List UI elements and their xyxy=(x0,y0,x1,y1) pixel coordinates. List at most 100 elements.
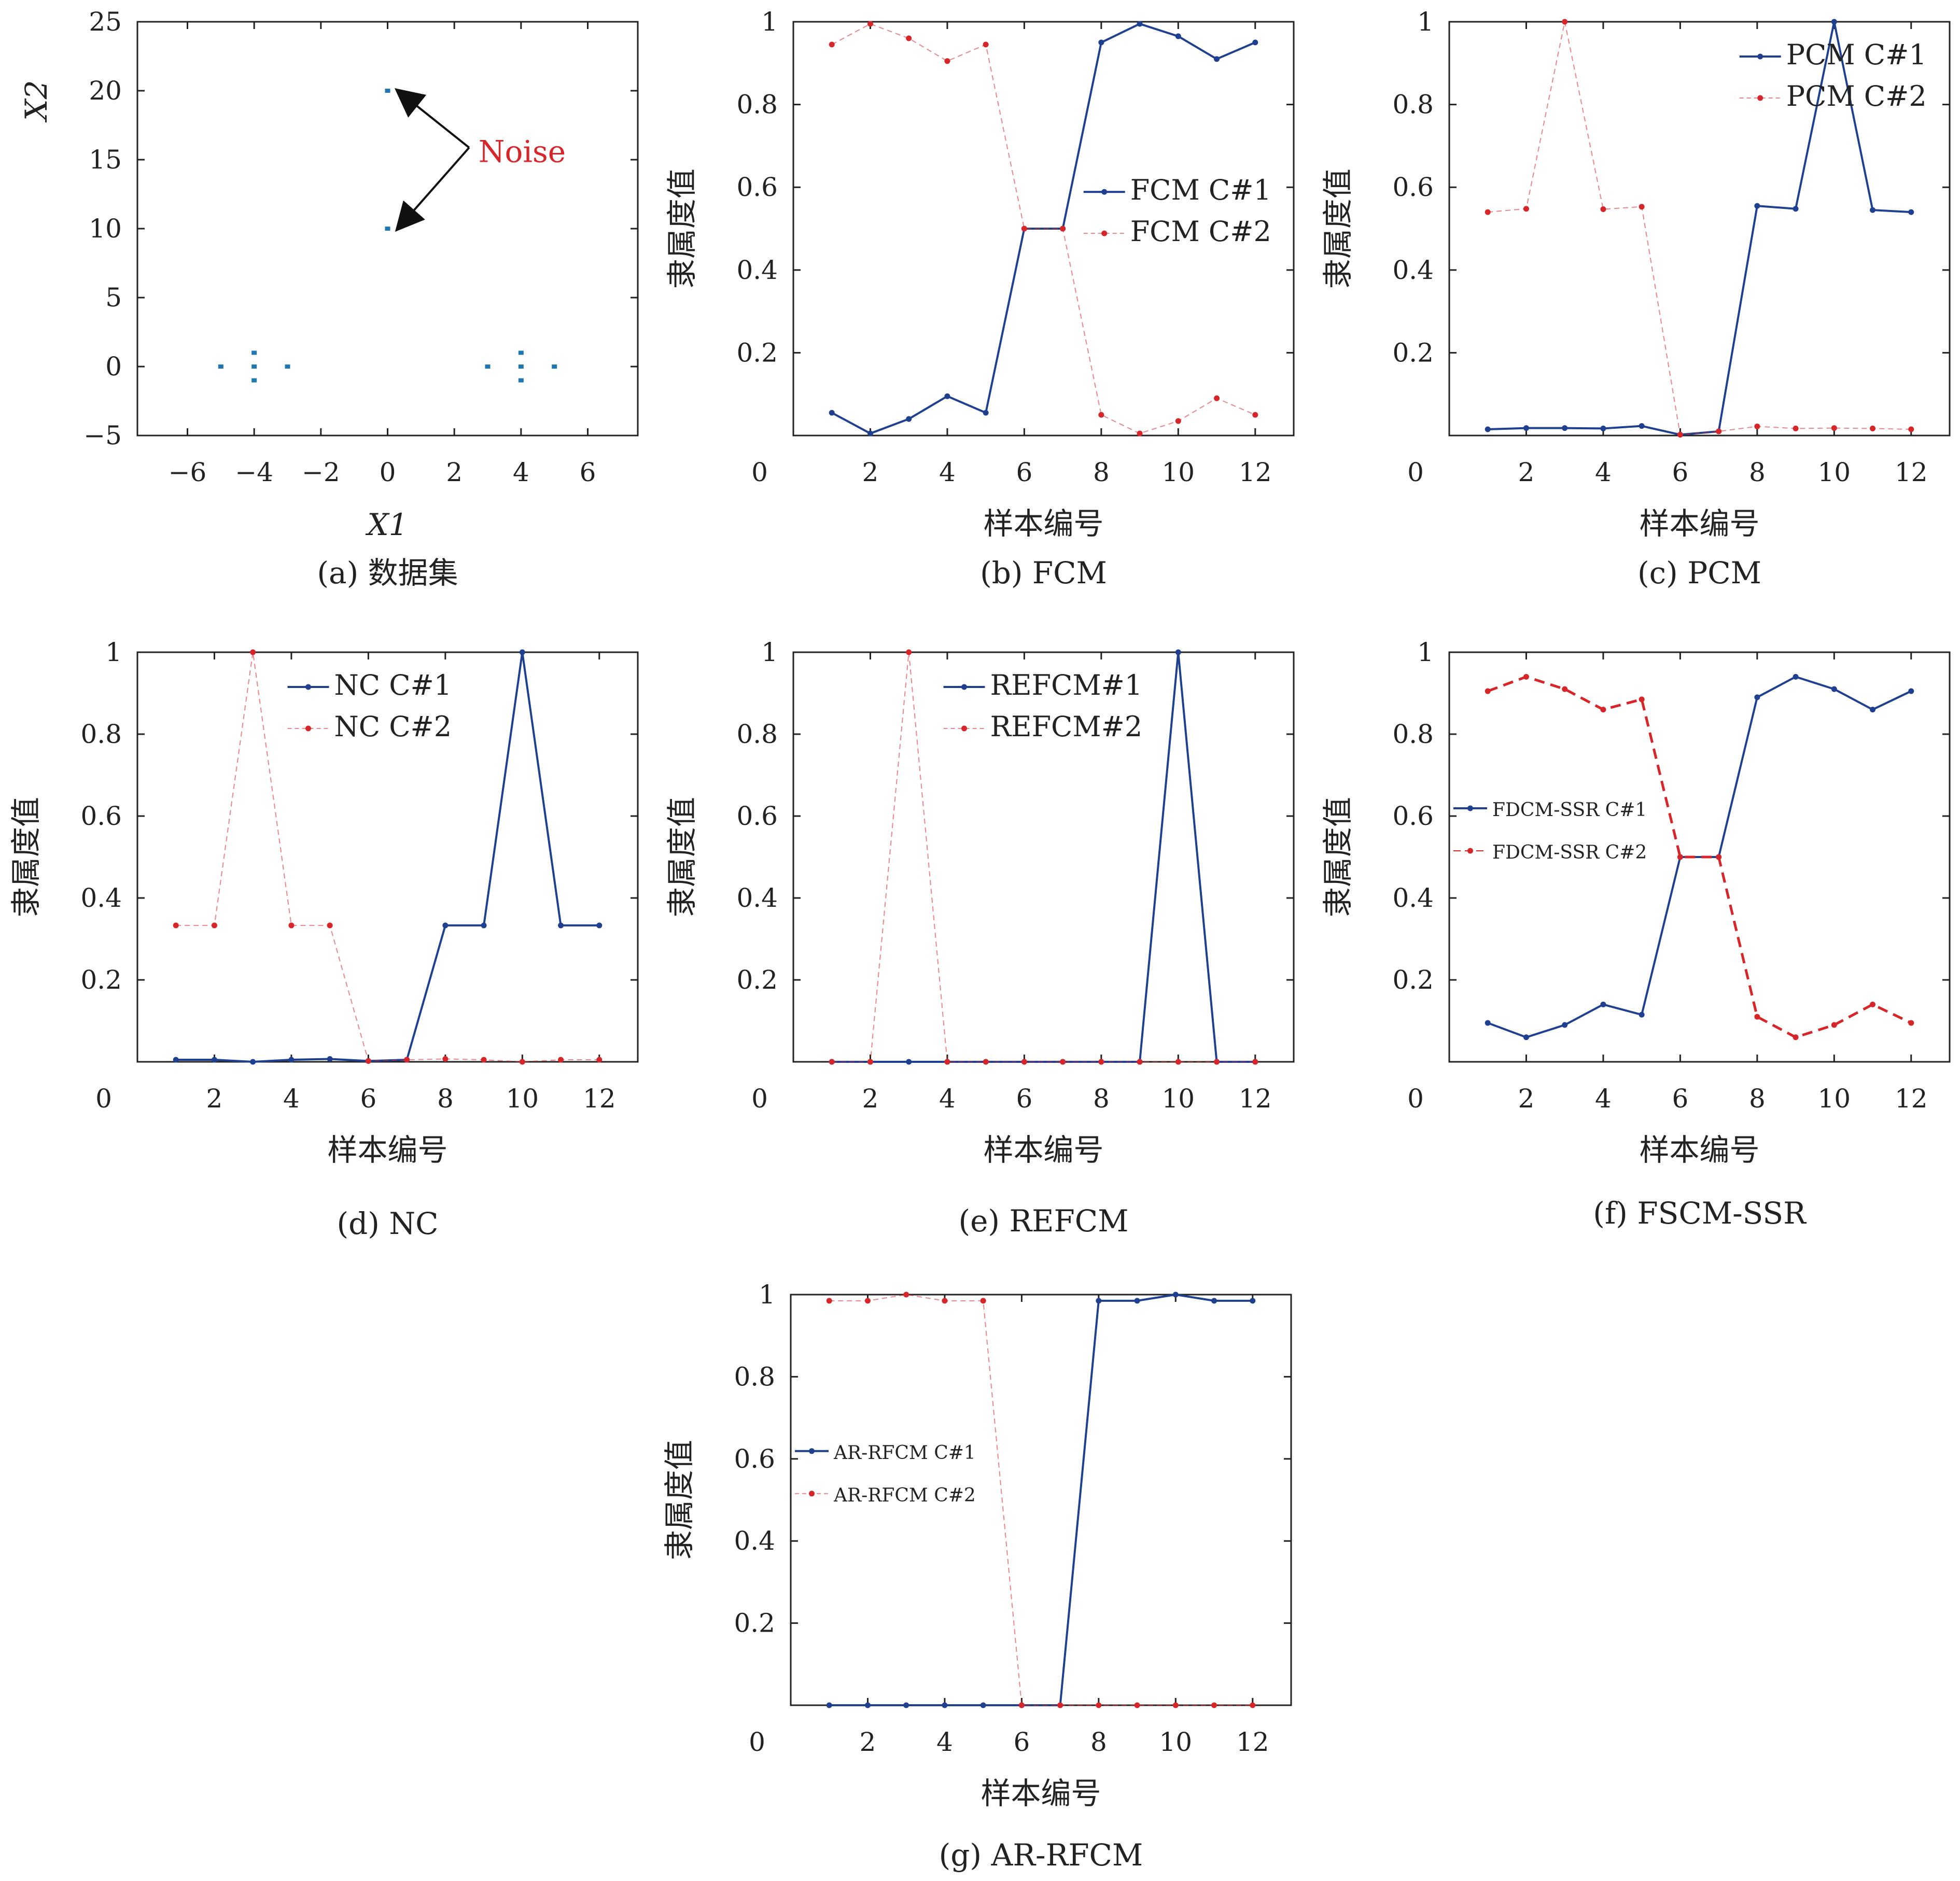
series-point-2 xyxy=(1600,206,1606,212)
series-line-2 xyxy=(1487,675,1912,1039)
x-tick-label: 4 xyxy=(939,1084,956,1114)
scatter-point xyxy=(251,364,257,369)
y-tick-label: 0.4 xyxy=(736,883,778,913)
series-line-2 xyxy=(831,23,1256,434)
x-tick-label: 8 xyxy=(1090,1727,1107,1757)
series-point-1 xyxy=(1523,1034,1529,1041)
series-point-2 xyxy=(211,922,217,929)
series-point-2 xyxy=(1060,1059,1066,1065)
y-tick-label: 0.4 xyxy=(80,883,122,913)
x-tick-label: 10 xyxy=(1161,1084,1195,1114)
x-tick-label: 6 xyxy=(360,1084,376,1114)
series-point-2 xyxy=(1600,707,1606,713)
scatter-point xyxy=(518,378,524,383)
x-tick-label: 2 xyxy=(860,1727,876,1757)
series-point-1 xyxy=(211,1057,217,1063)
x-axis-label: X1 xyxy=(365,507,408,542)
series-point-1 xyxy=(980,1702,986,1708)
x-tick-label: 6 xyxy=(580,457,596,487)
y-tick-label: 15 xyxy=(89,145,122,175)
series-point-1 xyxy=(1870,207,1876,213)
y-tick-label: 0.2 xyxy=(734,1608,775,1638)
scatter-point xyxy=(518,364,524,369)
series-line-1 xyxy=(829,1293,1253,1706)
scatter-point xyxy=(251,378,257,383)
x-tick-label: 4 xyxy=(1595,457,1612,487)
x-tick-label: 6 xyxy=(1016,457,1032,487)
x-axis-label: 样本编号 xyxy=(1639,506,1759,541)
y-tick-label: 1 xyxy=(759,1280,775,1310)
legend-entry-2: FDCM-SSR C#2 xyxy=(1492,842,1647,863)
series-point-2 xyxy=(1214,395,1220,401)
legend-entry-2: REFCM#2 xyxy=(990,710,1143,743)
series-line-2 xyxy=(1488,21,1911,436)
subfigure-caption: (e) REFCM xyxy=(958,1203,1128,1239)
series-point-1 xyxy=(250,1059,256,1065)
legend-entry-1: FCM C#1 xyxy=(1130,174,1271,206)
x-tick-label: 4 xyxy=(936,1727,953,1757)
x-tick-label: 0 xyxy=(751,1084,768,1114)
x-axis-label: 样本编号 xyxy=(983,1132,1103,1168)
series-point-2 xyxy=(983,1059,989,1065)
y-axis-label: 隶属度值 xyxy=(664,797,699,917)
legend-entry-1: FDCM-SSR C#1 xyxy=(1492,799,1647,821)
series-point-2 xyxy=(1523,673,1529,680)
y-tick-label: 0.4 xyxy=(1392,883,1434,913)
x-tick-label: 10 xyxy=(506,1084,539,1114)
x-tick-label: 12 xyxy=(1895,1084,1928,1114)
series-point-1 xyxy=(481,922,487,929)
series-point-2 xyxy=(1793,425,1799,431)
legend-marker-1 xyxy=(961,684,967,690)
y-tick-label: 10 xyxy=(89,214,122,244)
scatter-point xyxy=(385,227,390,231)
series-point-1 xyxy=(1600,1001,1606,1007)
series-point-1 xyxy=(1600,425,1606,431)
legend-entry-2: PCM C#2 xyxy=(1786,80,1927,113)
x-axis-label: 样本编号 xyxy=(327,1132,447,1168)
legend-marker-1 xyxy=(1757,53,1763,60)
chart-f: 0 2 4 6 8 10 12 0.2 0.4 0.6 0.8 1 样本编号 隶属度值 (f) FSCM-S… xyxy=(1320,637,1951,1231)
annotation-noise: Noise xyxy=(479,134,566,170)
legend-entry-2: NC C#2 xyxy=(334,710,452,743)
series-point-2 xyxy=(1021,226,1027,232)
series-point-2 xyxy=(906,649,912,655)
subfigure-caption: (b) FCM xyxy=(980,555,1107,591)
y-tick-label: 0.4 xyxy=(734,1526,775,1556)
scatter-point xyxy=(518,350,524,355)
series-point-1 xyxy=(1250,1298,1256,1304)
y-axis-label: 隶属度值 xyxy=(662,1440,697,1560)
x-tick-label: 12 xyxy=(1895,457,1928,487)
subfigure-caption: (c) PCM xyxy=(1637,555,1761,591)
series-point-2 xyxy=(1639,696,1645,703)
series-point-2 xyxy=(596,1057,603,1063)
plot-frame xyxy=(792,21,1295,437)
x-tick-label: 2 xyxy=(1518,457,1535,487)
series-point-1 xyxy=(1214,56,1220,62)
plot-frame xyxy=(1448,21,1951,437)
x-tick-label: −4 xyxy=(235,457,273,487)
series-point-2 xyxy=(1485,688,1491,694)
x-tick-label: 6 xyxy=(1672,1084,1688,1114)
series-point-1 xyxy=(1562,1022,1568,1028)
series-point-1 xyxy=(1793,673,1799,680)
x-tick-label: 8 xyxy=(1749,1084,1766,1114)
series-point-2 xyxy=(826,1298,832,1304)
series-point-2 xyxy=(1908,426,1914,432)
y-tick-label: 25 xyxy=(89,7,122,37)
legend-entry-1: PCM C#1 xyxy=(1786,38,1927,71)
series-point-2 xyxy=(1021,1059,1027,1065)
scatter-point xyxy=(485,364,491,369)
x-tick-label: 6 xyxy=(1013,1727,1030,1757)
series-point-1 xyxy=(1175,649,1181,655)
series-point-2 xyxy=(1057,1702,1063,1708)
y-tick-label: 0.6 xyxy=(1392,172,1434,202)
x-tick-label: 6 xyxy=(1672,457,1688,487)
series-line-2 xyxy=(176,652,599,1063)
x-tick-label: −2 xyxy=(302,457,340,487)
x-tick-label: 2 xyxy=(206,1084,223,1114)
x-tick-label: 0 xyxy=(749,1727,765,1757)
series-point-2 xyxy=(1175,418,1181,424)
scatter-point xyxy=(385,89,390,93)
series-point-2 xyxy=(1716,428,1722,434)
